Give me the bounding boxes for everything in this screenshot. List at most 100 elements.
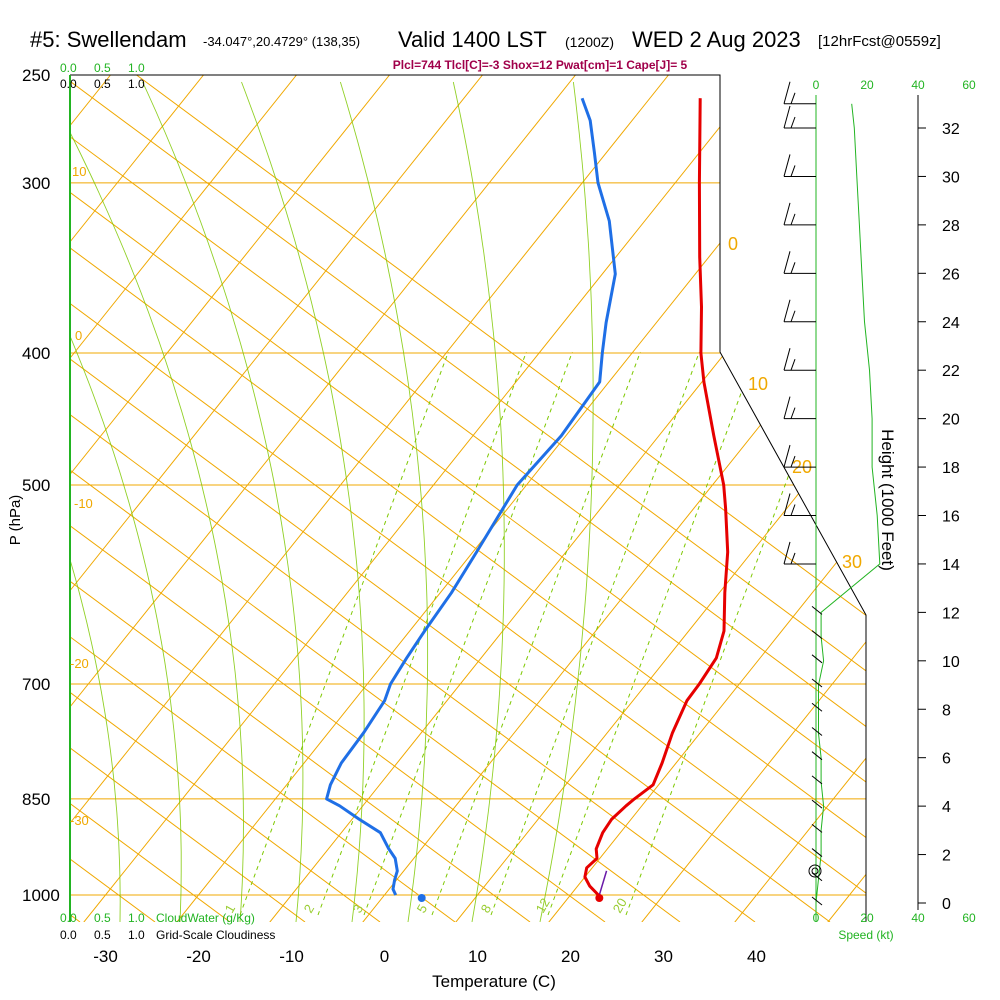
site-title: #5: Swellendam (30, 27, 187, 52)
wind-barb-flag (790, 165, 796, 177)
height-tick-28: 28 (942, 218, 960, 235)
temp-tick-30: 30 (654, 947, 673, 966)
isotherm-line (70, 75, 669, 922)
wind-barb-light (811, 727, 823, 736)
wind-barb-flag (783, 202, 791, 226)
cloudwater-tick-top: 1.0 (128, 61, 145, 75)
wind-barb-flag (790, 262, 796, 274)
dewpoint-line (325, 97, 617, 896)
isotherm-label: 30 (842, 552, 862, 572)
diagram-area (70, 75, 866, 922)
speed-tick-bottom: 20 (860, 911, 874, 925)
height-tick-32: 32 (942, 121, 960, 138)
moist-adiabat-line (142, 81, 304, 922)
adiabat-line (70, 75, 866, 922)
cloudiness-label: Grid-Scale Cloudiness (156, 928, 275, 942)
moist-adiabat-line (70, 81, 121, 922)
pressure-tick-1000: 1000 (22, 886, 60, 905)
isotherm-line (356, 75, 866, 922)
height-tick-0: 0 (942, 896, 951, 913)
adiabat-line (70, 75, 531, 922)
cloudiness-tick-top: 0.5 (94, 77, 111, 91)
isotherm-label: -20 (70, 656, 89, 671)
wind-barb-flag (790, 213, 796, 226)
wind-barb-light (811, 896, 823, 906)
wind-barb-flag (783, 81, 791, 104)
wind-speed-profile (815, 103, 881, 904)
height-tick-26: 26 (942, 266, 960, 283)
isotherm-line (70, 75, 204, 922)
height-tick-20: 20 (942, 412, 960, 429)
mixing-ratio-label: 5 (414, 902, 431, 916)
moist-adiabat-line (339, 81, 429, 922)
cloudwater-tick-bottom: 1.0 (128, 911, 145, 925)
cloudiness-tick-top: 0.0 (60, 77, 77, 91)
pressure-tick-500: 500 (22, 476, 50, 495)
adiabat-line (70, 75, 866, 922)
cloudiness-tick-top: 1.0 (128, 77, 145, 91)
adiabat-line (70, 75, 681, 922)
speed-tick-bottom: 60 (962, 911, 976, 925)
wind-barb-flag (790, 407, 796, 419)
isotherm-line (70, 75, 297, 922)
height-tick-4: 4 (942, 799, 951, 816)
wind-barb-light (811, 605, 823, 615)
mixing-ratio-label: 20 (610, 895, 630, 915)
wind-barb-flag (783, 348, 791, 371)
height-tick-16: 16 (942, 509, 960, 526)
speed-tick-top: 0 (813, 78, 820, 92)
wind-barb-flag (790, 116, 796, 129)
adiabat-line (70, 75, 456, 922)
mixing-ratio-line (490, 351, 700, 916)
diagram-frame (70, 74, 867, 922)
calm-wind-marker (808, 864, 822, 878)
wind-barb-flag (790, 92, 796, 104)
cloudwater-tick-bottom: 0.5 (94, 911, 111, 925)
height-tick-8: 8 (942, 702, 951, 719)
isotherm-label: 10 (748, 374, 768, 394)
isotherm-line (77, 75, 762, 922)
adiabat-line (70, 75, 866, 922)
mixing-ratio-line (239, 351, 449, 916)
moist-adiabat-line (241, 81, 365, 922)
wind-barb-flag (790, 552, 796, 565)
height-tick-6: 6 (942, 751, 951, 768)
x-axis-label: Temperature (C) (432, 972, 556, 991)
mixing-ratio-line (363, 351, 573, 916)
wind-barb-light (811, 823, 823, 833)
wind-barb-flag (790, 310, 796, 322)
speed-tick-bottom: 40 (911, 911, 925, 925)
isotherm-line (728, 75, 866, 922)
wind-barb-light (811, 678, 823, 688)
temp-tick-10: 10 (468, 947, 487, 966)
mixing-ratio-line (547, 351, 757, 916)
adiabat-line (70, 75, 831, 922)
moist-adiabat-line (70, 81, 244, 922)
isotherm-line (170, 75, 855, 922)
wind-barb-flag (783, 444, 791, 468)
temp-tick-20: 20 (561, 947, 580, 966)
adiabat-line (70, 75, 866, 922)
isotherm-label: 0 (75, 328, 82, 343)
wind-barb-flag (790, 359, 796, 371)
mixing-ratio-label: 2 (301, 902, 318, 916)
wind-barb-light (811, 799, 823, 809)
adiabat-line (136, 75, 866, 922)
calm-wind-marker-inner (811, 867, 819, 875)
cloudwater-label: CloudWater (g/Kg) (156, 911, 255, 925)
adiabat-line (70, 75, 381, 922)
isotherm-line (70, 75, 483, 922)
isotherm-line (635, 75, 866, 922)
moist-adiabat-line (452, 81, 505, 922)
speed-axis-label: Speed (kt) (838, 928, 893, 942)
moist-adiabat-line (70, 81, 182, 922)
temp-tick--20: -20 (186, 947, 211, 966)
pressure-tick-850: 850 (22, 790, 50, 809)
mixing-ratio-line (431, 351, 641, 916)
wind-barb-flag (790, 455, 796, 468)
isotherm-label: 10 (72, 164, 86, 179)
surface-temperature-point (595, 894, 604, 902)
pressure-tick-250: 250 (22, 66, 50, 85)
cloudwater-tick-bottom: 0.0 (60, 911, 77, 925)
